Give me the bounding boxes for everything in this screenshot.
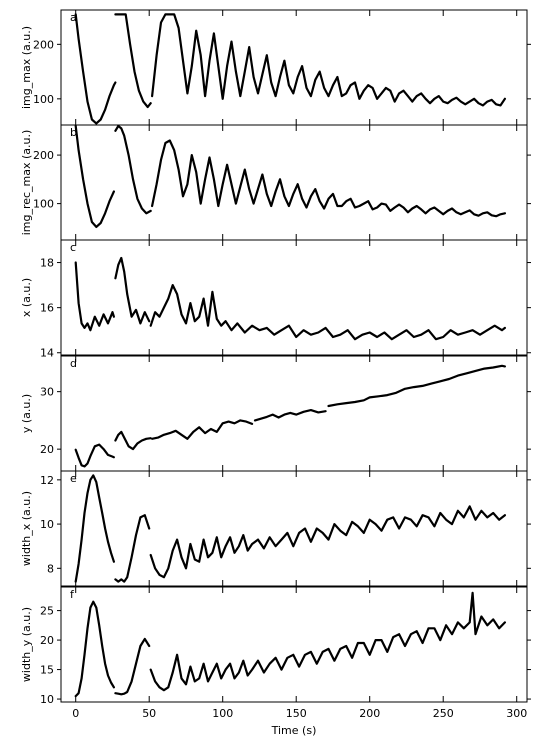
series-d-segment-3 [253, 409, 327, 422]
y-tick-label-c-0: 14 [40, 347, 54, 360]
y-axis-label-b: img_rec_max (a.u.) [20, 130, 33, 236]
series-b-segment-2 [151, 139, 506, 218]
series-b-segment-0 [74, 124, 115, 228]
series-f-segment-0 [74, 600, 115, 698]
y-tick-label-d-0: 20 [40, 443, 54, 456]
series-e-segment-2 [149, 505, 506, 579]
y-tick-label-f-1: 15 [40, 664, 54, 677]
y-tick-label-a-0: 100 [33, 93, 54, 106]
y-tick-label-e-0: 8 [47, 562, 54, 575]
y-tick-label-d-1: 30 [40, 386, 54, 399]
series-c-segment-1 [114, 256, 151, 325]
panel-label-d: d [70, 357, 77, 370]
panel-frame-f [60, 586, 528, 703]
y-axis-label-a: img_max (a.u.) [20, 26, 33, 109]
x-tick-label-5: 250 [433, 707, 454, 720]
panel-frame-b [60, 124, 528, 241]
x-tick-label-4: 200 [359, 707, 380, 720]
series-a-segment-2 [151, 13, 506, 107]
y-axis-label-c: x (a.u.) [20, 278, 33, 317]
series-a-segment-0 [74, 13, 117, 125]
panel-label-b: b [70, 126, 77, 139]
y-axis-label-f: width_y (a.u.) [20, 607, 33, 682]
x-tick-label-2: 100 [212, 707, 233, 720]
y-tick-label-f-3: 25 [40, 605, 54, 618]
panel-frame-a [60, 9, 528, 126]
y-tick-label-c-1: 16 [40, 302, 54, 315]
y-tick-label-b-0: 100 [33, 198, 54, 211]
series-b-segment-1 [114, 124, 152, 215]
series-d-segment-2 [151, 419, 254, 440]
panel-label-f: f [70, 588, 75, 601]
x-axis-label: Time (s) [271, 724, 317, 737]
series-a-segment-1 [114, 13, 152, 109]
y-axis-label-d: y (a.u.) [20, 394, 33, 433]
panel-label-e: e [70, 472, 77, 485]
series-f-segment-1 [114, 637, 151, 696]
y-tick-label-a-1: 200 [33, 38, 54, 51]
series-c-segment-2 [149, 284, 506, 341]
series-f-segment-2 [149, 591, 506, 692]
y-tick-label-e-1: 10 [40, 518, 54, 531]
x-tick-label-1: 50 [142, 707, 156, 720]
x-tick-label-3: 150 [286, 707, 307, 720]
series-d-segment-4 [327, 364, 506, 408]
y-tick-label-f-2: 20 [40, 634, 54, 647]
series-c-segment-0 [74, 261, 115, 332]
y-tick-label-c-2: 18 [40, 257, 54, 270]
panel-label-c: c [70, 241, 76, 254]
y-axis-label-e: width_x (a.u.) [20, 491, 33, 566]
panel-label-a: a [70, 11, 77, 24]
panel-frame-e [60, 470, 528, 587]
panel-frame-c [60, 239, 528, 356]
series-d-segment-1 [114, 430, 152, 451]
series-e-segment-1 [114, 514, 151, 583]
y-tick-label-f-0: 10 [40, 693, 54, 706]
series-e-segment-0 [74, 474, 115, 583]
x-tick-label-0: 0 [72, 707, 79, 720]
series-d-segment-0 [74, 443, 115, 468]
y-tick-label-e-2: 12 [40, 474, 54, 487]
y-tick-label-b-1: 200 [33, 149, 54, 162]
x-tick-label-6: 300 [506, 707, 527, 720]
